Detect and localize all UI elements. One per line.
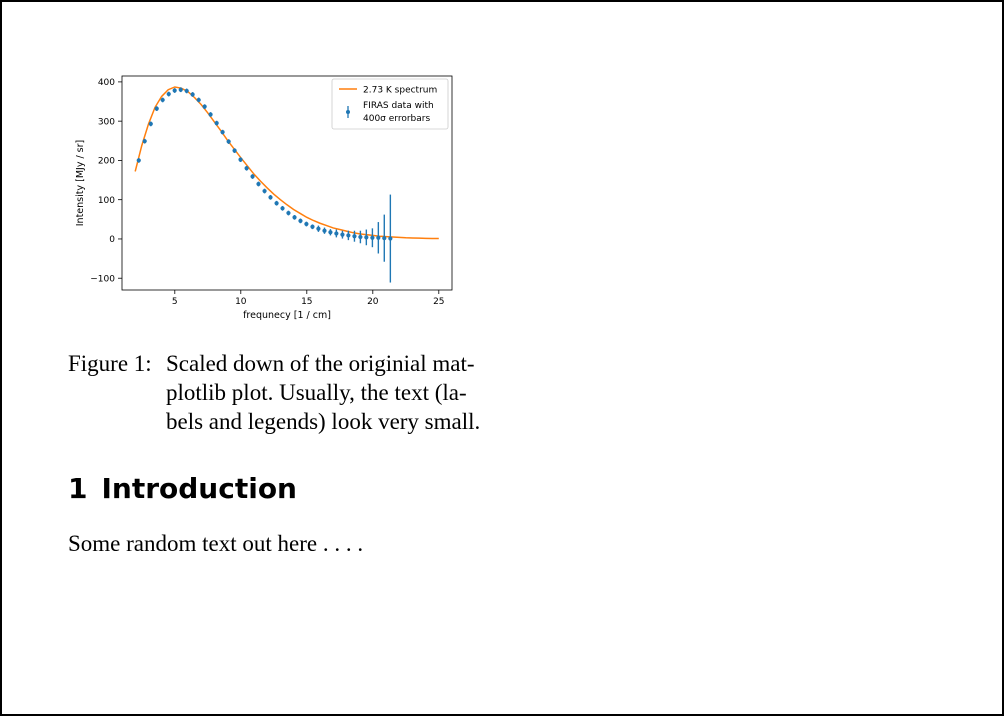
y-tick-label: 200	[98, 157, 115, 167]
data-point	[220, 130, 225, 135]
data-point	[208, 112, 213, 117]
data-point	[196, 97, 201, 103]
data-point	[334, 231, 339, 236]
caption-label: Figure 1:	[68, 351, 152, 376]
x-tick-label: 25	[433, 297, 444, 307]
data-point	[142, 139, 147, 144]
data-point	[256, 181, 261, 187]
data-point	[292, 215, 297, 220]
data-point	[280, 206, 285, 211]
data-point	[298, 218, 303, 223]
spectrum-chart: 5 10 15 20 25 −100 0 100 200 300 400 frequnecy [1 /…	[75, 75, 453, 321]
caption-line: Scaled down of the originial mat-	[166, 351, 475, 376]
section-title: Introduction	[101, 472, 297, 505]
y-tick-label: 100	[98, 196, 115, 206]
caption-text: Scaled down of the originial mat- plotli…	[166, 349, 496, 436]
data-point	[340, 232, 345, 237]
data-point	[148, 121, 153, 127]
data-point	[262, 188, 267, 194]
section-heading: 1 Introduction	[68, 472, 297, 505]
legend-box	[331, 78, 449, 130]
x-tick-label: 20	[367, 297, 379, 307]
data-point	[376, 235, 381, 240]
caption-line: plotlib plot. Usually, the text (la-	[166, 380, 467, 405]
data-point	[316, 226, 321, 231]
data-point	[310, 224, 315, 229]
legend-point-swatch	[346, 110, 350, 114]
data-point	[244, 166, 249, 171]
data-point	[202, 104, 207, 109]
x-tick-label: 10	[235, 297, 247, 307]
data-point	[268, 195, 273, 200]
y-tick-label: 400	[98, 78, 115, 88]
data-point	[352, 234, 357, 239]
legend-label: 2.73 K spectrum	[363, 86, 437, 96]
data-point	[238, 157, 243, 162]
data-point	[382, 236, 387, 241]
data-point	[304, 221, 309, 227]
data-point	[232, 148, 237, 153]
data-point	[370, 235, 375, 240]
data-point	[160, 97, 165, 103]
data-point	[346, 233, 351, 238]
data-point	[178, 87, 183, 92]
caption-line: bels and legends) look very small.	[166, 409, 481, 434]
data-point	[364, 235, 369, 240]
y-axis-label: Intensity [MJy / sr]	[75, 140, 86, 227]
data-point	[250, 174, 255, 179]
data-point	[154, 106, 159, 111]
legend-label: FIRAS data with	[363, 101, 434, 111]
y-tick-label: 300	[98, 117, 115, 127]
x-tick-label: 5	[172, 297, 178, 307]
body-paragraph: Some random text out here . . . .	[68, 531, 364, 556]
data-point	[328, 230, 333, 235]
y-tick-label: 0	[109, 235, 115, 245]
data-point	[274, 201, 279, 206]
x-tick-label: 15	[301, 297, 312, 307]
figure: 5 10 15 20 25 −100 0 100 200 300 400 frequnecy [1 /…	[64, 68, 464, 324]
data-point	[358, 234, 363, 240]
data-point	[136, 158, 141, 163]
data-point	[166, 91, 171, 97]
data-point	[190, 92, 195, 97]
x-axis-label: frequnecy [1 / cm]	[243, 310, 331, 321]
data-point	[226, 139, 231, 144]
y-tick-label: −100	[90, 274, 115, 284]
legend-label: 400σ errorbars	[363, 114, 430, 124]
data-point	[322, 228, 327, 233]
data-point	[388, 236, 393, 241]
section-number: 1	[68, 472, 88, 505]
data-point	[172, 88, 177, 93]
data-point	[214, 121, 219, 126]
data-point	[286, 210, 291, 216]
data-point	[184, 88, 189, 94]
